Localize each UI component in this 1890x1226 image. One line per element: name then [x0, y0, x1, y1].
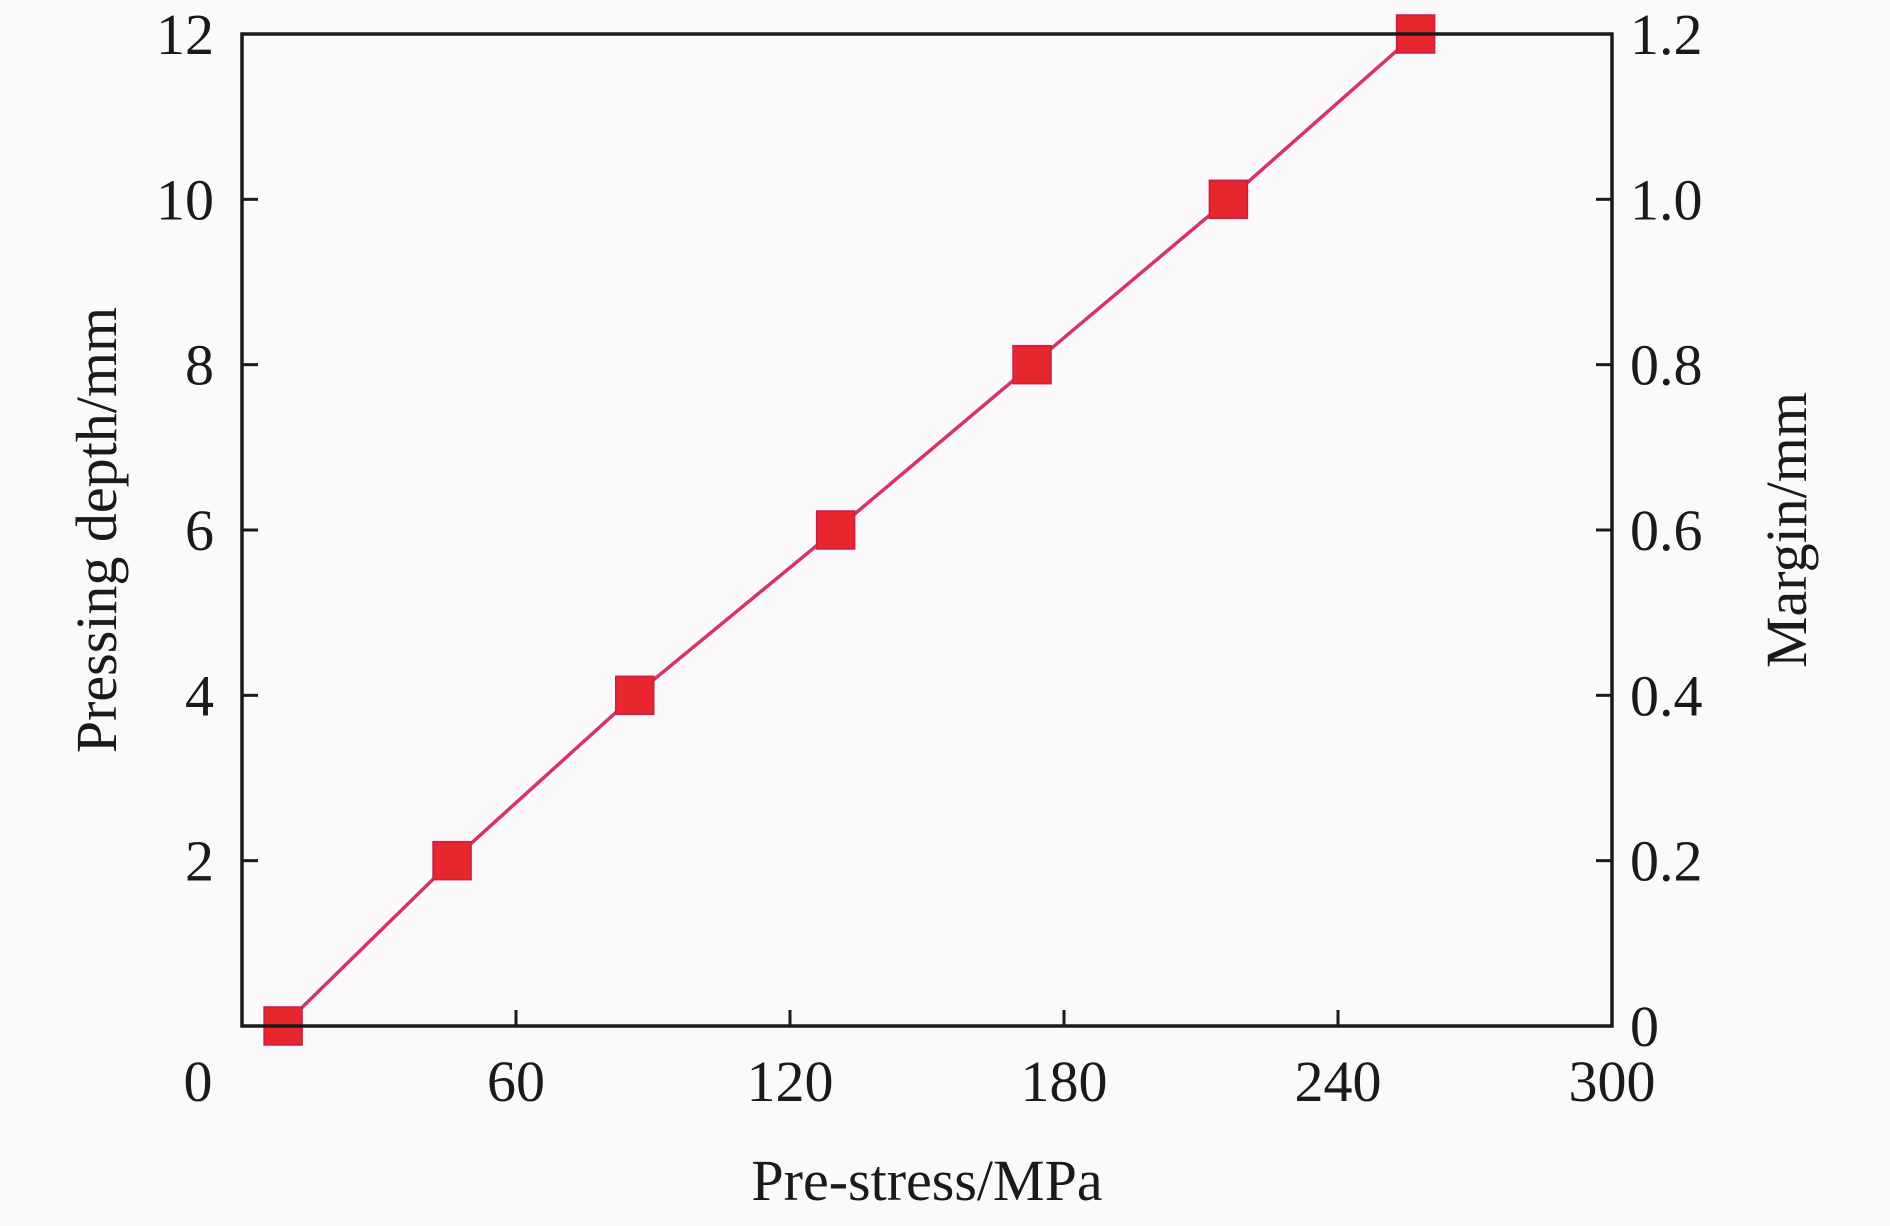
- y2-tick-label: 0.6: [1630, 498, 1703, 563]
- y2-tick-label: 1.2: [1630, 2, 1703, 67]
- x-tick-label: 240: [1295, 1049, 1382, 1114]
- series-layer: [263, 14, 1436, 1046]
- y2-tick-label: 1.0: [1630, 167, 1703, 232]
- data-point-marker: [815, 510, 856, 550]
- y2-axis-title: Margin/mm: [1754, 392, 1819, 668]
- x-axis-title: Pre-stress/MPa: [751, 1148, 1102, 1213]
- y-tick-label: 8: [185, 333, 214, 398]
- x-tick-label: 0: [184, 1049, 213, 1114]
- y2-axis-ticks: 0 0.2 0.4 0.6 0.8 1.0 1.2: [1596, 2, 1703, 1059]
- y-tick-label: 6: [185, 498, 214, 563]
- x-tick-label: 60: [487, 1049, 545, 1114]
- data-point-marker: [1208, 179, 1249, 220]
- y-tick-label: 10: [156, 167, 214, 232]
- y-axis-ticks: 2 4 6 8 10 12: [156, 2, 258, 894]
- x-tick-label: 180: [1021, 1049, 1108, 1114]
- x-tick-label: 120: [747, 1049, 834, 1114]
- y-tick-label: 12: [156, 2, 214, 67]
- y2-tick-label: 0.2: [1630, 829, 1703, 894]
- y-tick-label: 2: [185, 829, 214, 894]
- x-axis-ticks: 0 60 120 180 240 300: [184, 1010, 1656, 1114]
- x-tick-label: 300: [1569, 1049, 1656, 1114]
- data-point-marker: [614, 675, 655, 716]
- y-axis-title: Pressing depth/mm: [64, 307, 129, 753]
- y2-tick-label: 0.8: [1630, 333, 1703, 398]
- data-point-marker: [1012, 344, 1052, 385]
- data-point-marker: [432, 840, 472, 881]
- y-tick-label: 4: [185, 663, 214, 728]
- y2-tick-label: 0: [1630, 994, 1659, 1059]
- y2-tick-label: 0.4: [1630, 663, 1703, 728]
